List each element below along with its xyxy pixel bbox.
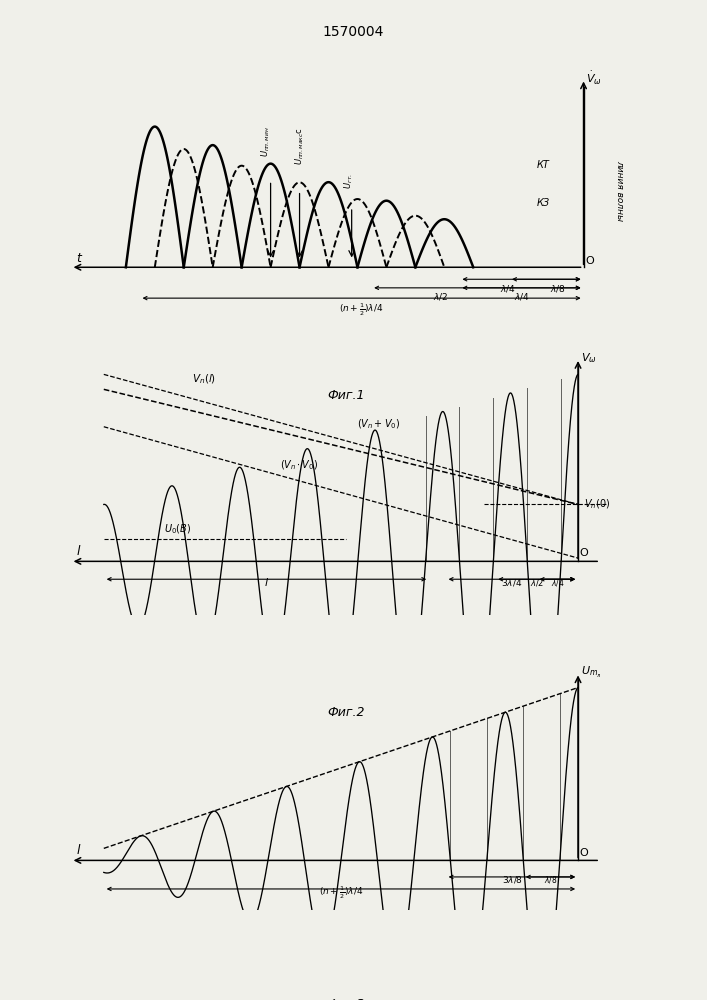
Text: Фиг.3: Фиг.3	[327, 998, 366, 1000]
Text: O: O	[585, 256, 594, 266]
Text: $V_n(l)$: $V_n(l)$	[192, 372, 216, 386]
Text: $U_{гт.}$: $U_{гт.}$	[343, 173, 355, 189]
Text: $(n+\frac{1}{2})\lambda/4$: $(n+\frac{1}{2})\lambda/4$	[339, 302, 384, 318]
Text: $3\lambda/8$: $3\lambda/8$	[501, 874, 522, 885]
Text: $U_{m_\text{л}}$: $U_{m_\text{л}}$	[580, 665, 602, 680]
Text: КЗ: КЗ	[537, 198, 550, 208]
Text: $\lambda/8$: $\lambda/8$	[544, 874, 557, 885]
Text: t: t	[76, 252, 81, 265]
Text: $\lambda/8$: $\lambda/8$	[549, 283, 565, 294]
Text: $\dot{V}_\omega$: $\dot{V}_\omega$	[586, 70, 602, 87]
Text: O: O	[580, 848, 588, 858]
Text: Фиг.1: Фиг.1	[327, 389, 366, 402]
Text: l: l	[265, 578, 268, 588]
Text: O: O	[580, 548, 588, 558]
Text: $\lambda/2$: $\lambda/2$	[433, 291, 448, 302]
Text: $(n+\frac{1}{2})\lambda/4$: $(n+\frac{1}{2})\lambda/4$	[319, 884, 363, 901]
Text: Фиг.2: Фиг.2	[327, 706, 366, 719]
Text: $\lambda/4$: $\lambda/4$	[551, 577, 565, 588]
Text: 1570004: 1570004	[323, 25, 384, 39]
Text: $U_0(B)$: $U_0(B)$	[165, 522, 192, 536]
Text: линия волны: линия волны	[615, 160, 624, 221]
Text: КТ: КТ	[537, 160, 549, 170]
Text: l: l	[76, 844, 80, 857]
Text: l: l	[76, 545, 80, 558]
Text: $\lambda/4$: $\lambda/4$	[500, 283, 515, 294]
Text: $U_{пп.макс}$с: $U_{пп.макс}$с	[293, 127, 306, 165]
Text: $V_\omega$: $V_\omega$	[580, 351, 597, 365]
Text: $(V_n \cdot V_0)$: $(V_n \cdot V_0)$	[280, 458, 318, 472]
Text: $\lambda/4$: $\lambda/4$	[513, 291, 530, 302]
Text: $\lambda/2$: $\lambda/2$	[530, 577, 544, 588]
Text: $V_n(0)$: $V_n(0)$	[583, 498, 609, 511]
Text: $3\lambda/4$: $3\lambda/4$	[501, 577, 522, 588]
Text: $(V_n+V_0)$: $(V_n+V_0)$	[358, 417, 401, 431]
Text: $U_{пп.мин}$: $U_{пп.мин}$	[260, 127, 272, 157]
